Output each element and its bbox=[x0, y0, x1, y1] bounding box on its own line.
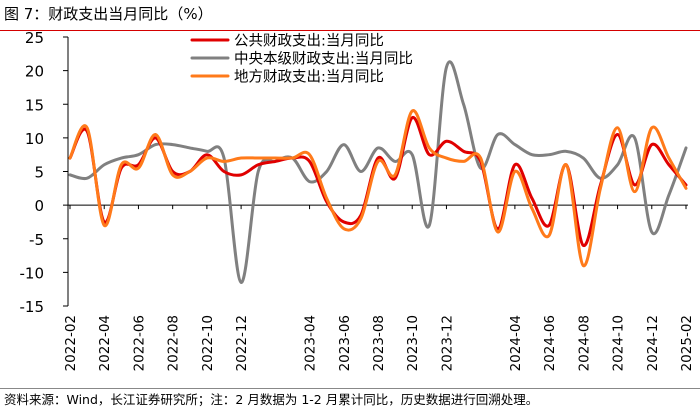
x-tick-label: 2023-10 bbox=[405, 315, 421, 371]
x-tick-label: 2023-06 bbox=[337, 315, 353, 371]
x-tick-label: 2022-02 bbox=[63, 315, 79, 371]
chart-series bbox=[68, 60, 688, 284]
series-central-line bbox=[68, 60, 688, 284]
x-tick-label: 2022-10 bbox=[200, 315, 216, 371]
series-local-line bbox=[68, 109, 688, 268]
figure-title: 图 7：财政支出当月同比（%） bbox=[4, 5, 213, 23]
x-tick-label: 2023-12 bbox=[439, 315, 455, 371]
line-chart: -15 -10 -5 0 5 10 15 20 25 2022-02 2022-04 2022-06 2… bbox=[20, 29, 696, 371]
chart-axes: -15 -10 -5 0 5 10 15 20 25 2022-02 2022-04 2022-06 2… bbox=[20, 29, 696, 371]
legend-label: 地方财政支出:当月同比 bbox=[234, 69, 384, 86]
y-tick-label: -15 bbox=[20, 298, 45, 316]
legend-item-central: 中央本级财政支出:当月同比 bbox=[190, 51, 413, 68]
title-divider bbox=[0, 30, 700, 31]
x-tick-label: 2023-04 bbox=[303, 315, 319, 371]
legend-item-public: 公共财政支出:当月同比 bbox=[190, 33, 384, 50]
y-tick-label: 25 bbox=[25, 29, 44, 47]
y-tick-label: 20 bbox=[25, 63, 44, 81]
y-tick-label: 5 bbox=[34, 164, 44, 182]
source-divider bbox=[0, 388, 700, 389]
x-tick-label: 2025-02 bbox=[679, 315, 695, 371]
x-tick-label: 2022-08 bbox=[166, 315, 182, 371]
y-tick-label: 10 bbox=[25, 130, 44, 148]
x-tick-label: 2024-08 bbox=[576, 315, 592, 371]
y-tick-label: 15 bbox=[25, 96, 44, 114]
x-tick-label: 2024-12 bbox=[645, 315, 661, 371]
series-public-line bbox=[68, 116, 688, 247]
y-tick-label: 0 bbox=[34, 197, 44, 215]
x-tick-label: 2022-04 bbox=[97, 315, 113, 371]
source-note: 资料来源：Wind，长江证券研究所；注：2 月数据为 1-2 月累计同比，历史数… bbox=[4, 392, 539, 407]
y-tick-label: -5 bbox=[29, 231, 44, 249]
x-tick-label: 2024-04 bbox=[508, 315, 524, 371]
x-tick-label: 2024-06 bbox=[542, 315, 558, 371]
x-tick-label: 2024-10 bbox=[611, 315, 627, 371]
x-tick-label: 2022-06 bbox=[131, 315, 147, 371]
y-tick-label: -10 bbox=[20, 264, 45, 282]
x-tick-label: 2022-12 bbox=[234, 315, 250, 371]
legend-item-local: 地方财政支出:当月同比 bbox=[190, 69, 384, 86]
legend-label: 公共财政支出:当月同比 bbox=[234, 33, 384, 50]
legend-label: 中央本级财政支出:当月同比 bbox=[234, 51, 413, 68]
x-tick-label: 2023-08 bbox=[371, 315, 387, 371]
